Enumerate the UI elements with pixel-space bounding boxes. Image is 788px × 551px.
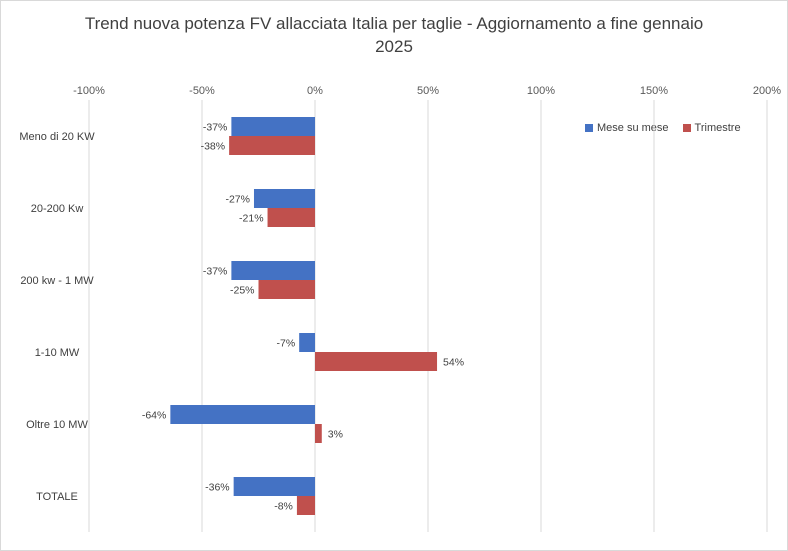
data-label: -8% <box>274 501 293 513</box>
category-label: Oltre 10 MW <box>26 419 88 431</box>
data-label: -37% <box>203 266 228 278</box>
bar <box>253 189 315 208</box>
category-label: TOTALE <box>36 491 78 503</box>
legend-item-trimestre: Trimestre <box>682 122 741 134</box>
data-label: -27% <box>225 194 250 206</box>
legend-swatch-mese-su-mese <box>585 124 593 132</box>
bar <box>315 424 322 443</box>
bar <box>315 352 438 371</box>
bar <box>231 261 315 280</box>
bar <box>229 136 315 155</box>
x-tick-label: 200% <box>753 85 781 97</box>
category-label: 200 kw - 1 MW <box>20 275 94 287</box>
category-label: 20-200 Kw <box>31 203 84 215</box>
x-tick-label: 150% <box>640 85 668 97</box>
chart-legend: Mese su mese Trimestre <box>585 122 741 134</box>
data-label: -25% <box>230 285 255 297</box>
data-label: -64% <box>142 410 167 422</box>
legend-label-mese-su-mese: Mese su mese <box>597 122 669 134</box>
x-tick-label: -100% <box>73 85 105 97</box>
bar <box>299 333 315 352</box>
data-label: -21% <box>239 213 264 225</box>
bar <box>296 496 315 515</box>
chart-title-line-2: 2025 <box>375 37 413 56</box>
bar <box>231 117 315 136</box>
category-label: 1-10 MW <box>35 347 80 359</box>
data-label: 3% <box>328 429 343 441</box>
x-tick-label: 50% <box>417 85 439 97</box>
data-label: 54% <box>443 357 464 369</box>
data-label: -36% <box>205 482 230 494</box>
x-tick-label: 0% <box>307 85 323 97</box>
chart-title-line-1: Trend nuova potenza FV allacciata Italia… <box>84 14 704 33</box>
legend-label-trimestre: Trimestre <box>694 122 741 134</box>
legend-swatch-trimestre <box>682 124 691 132</box>
bar <box>170 405 315 424</box>
data-label: -7% <box>276 338 295 350</box>
chart-title: Trend nuova potenza FV allacciata Italia… <box>0 12 788 58</box>
legend-item-mese-su-mese: Mese su mese <box>585 122 669 134</box>
category-label: Meno di 20 KW <box>19 131 95 143</box>
data-label: -38% <box>201 141 226 153</box>
bar <box>258 280 315 299</box>
x-tick-label: 100% <box>527 85 555 97</box>
data-label: -37% <box>203 122 228 134</box>
bar <box>267 208 315 227</box>
bar <box>233 477 315 496</box>
x-tick-label: -50% <box>189 85 215 97</box>
